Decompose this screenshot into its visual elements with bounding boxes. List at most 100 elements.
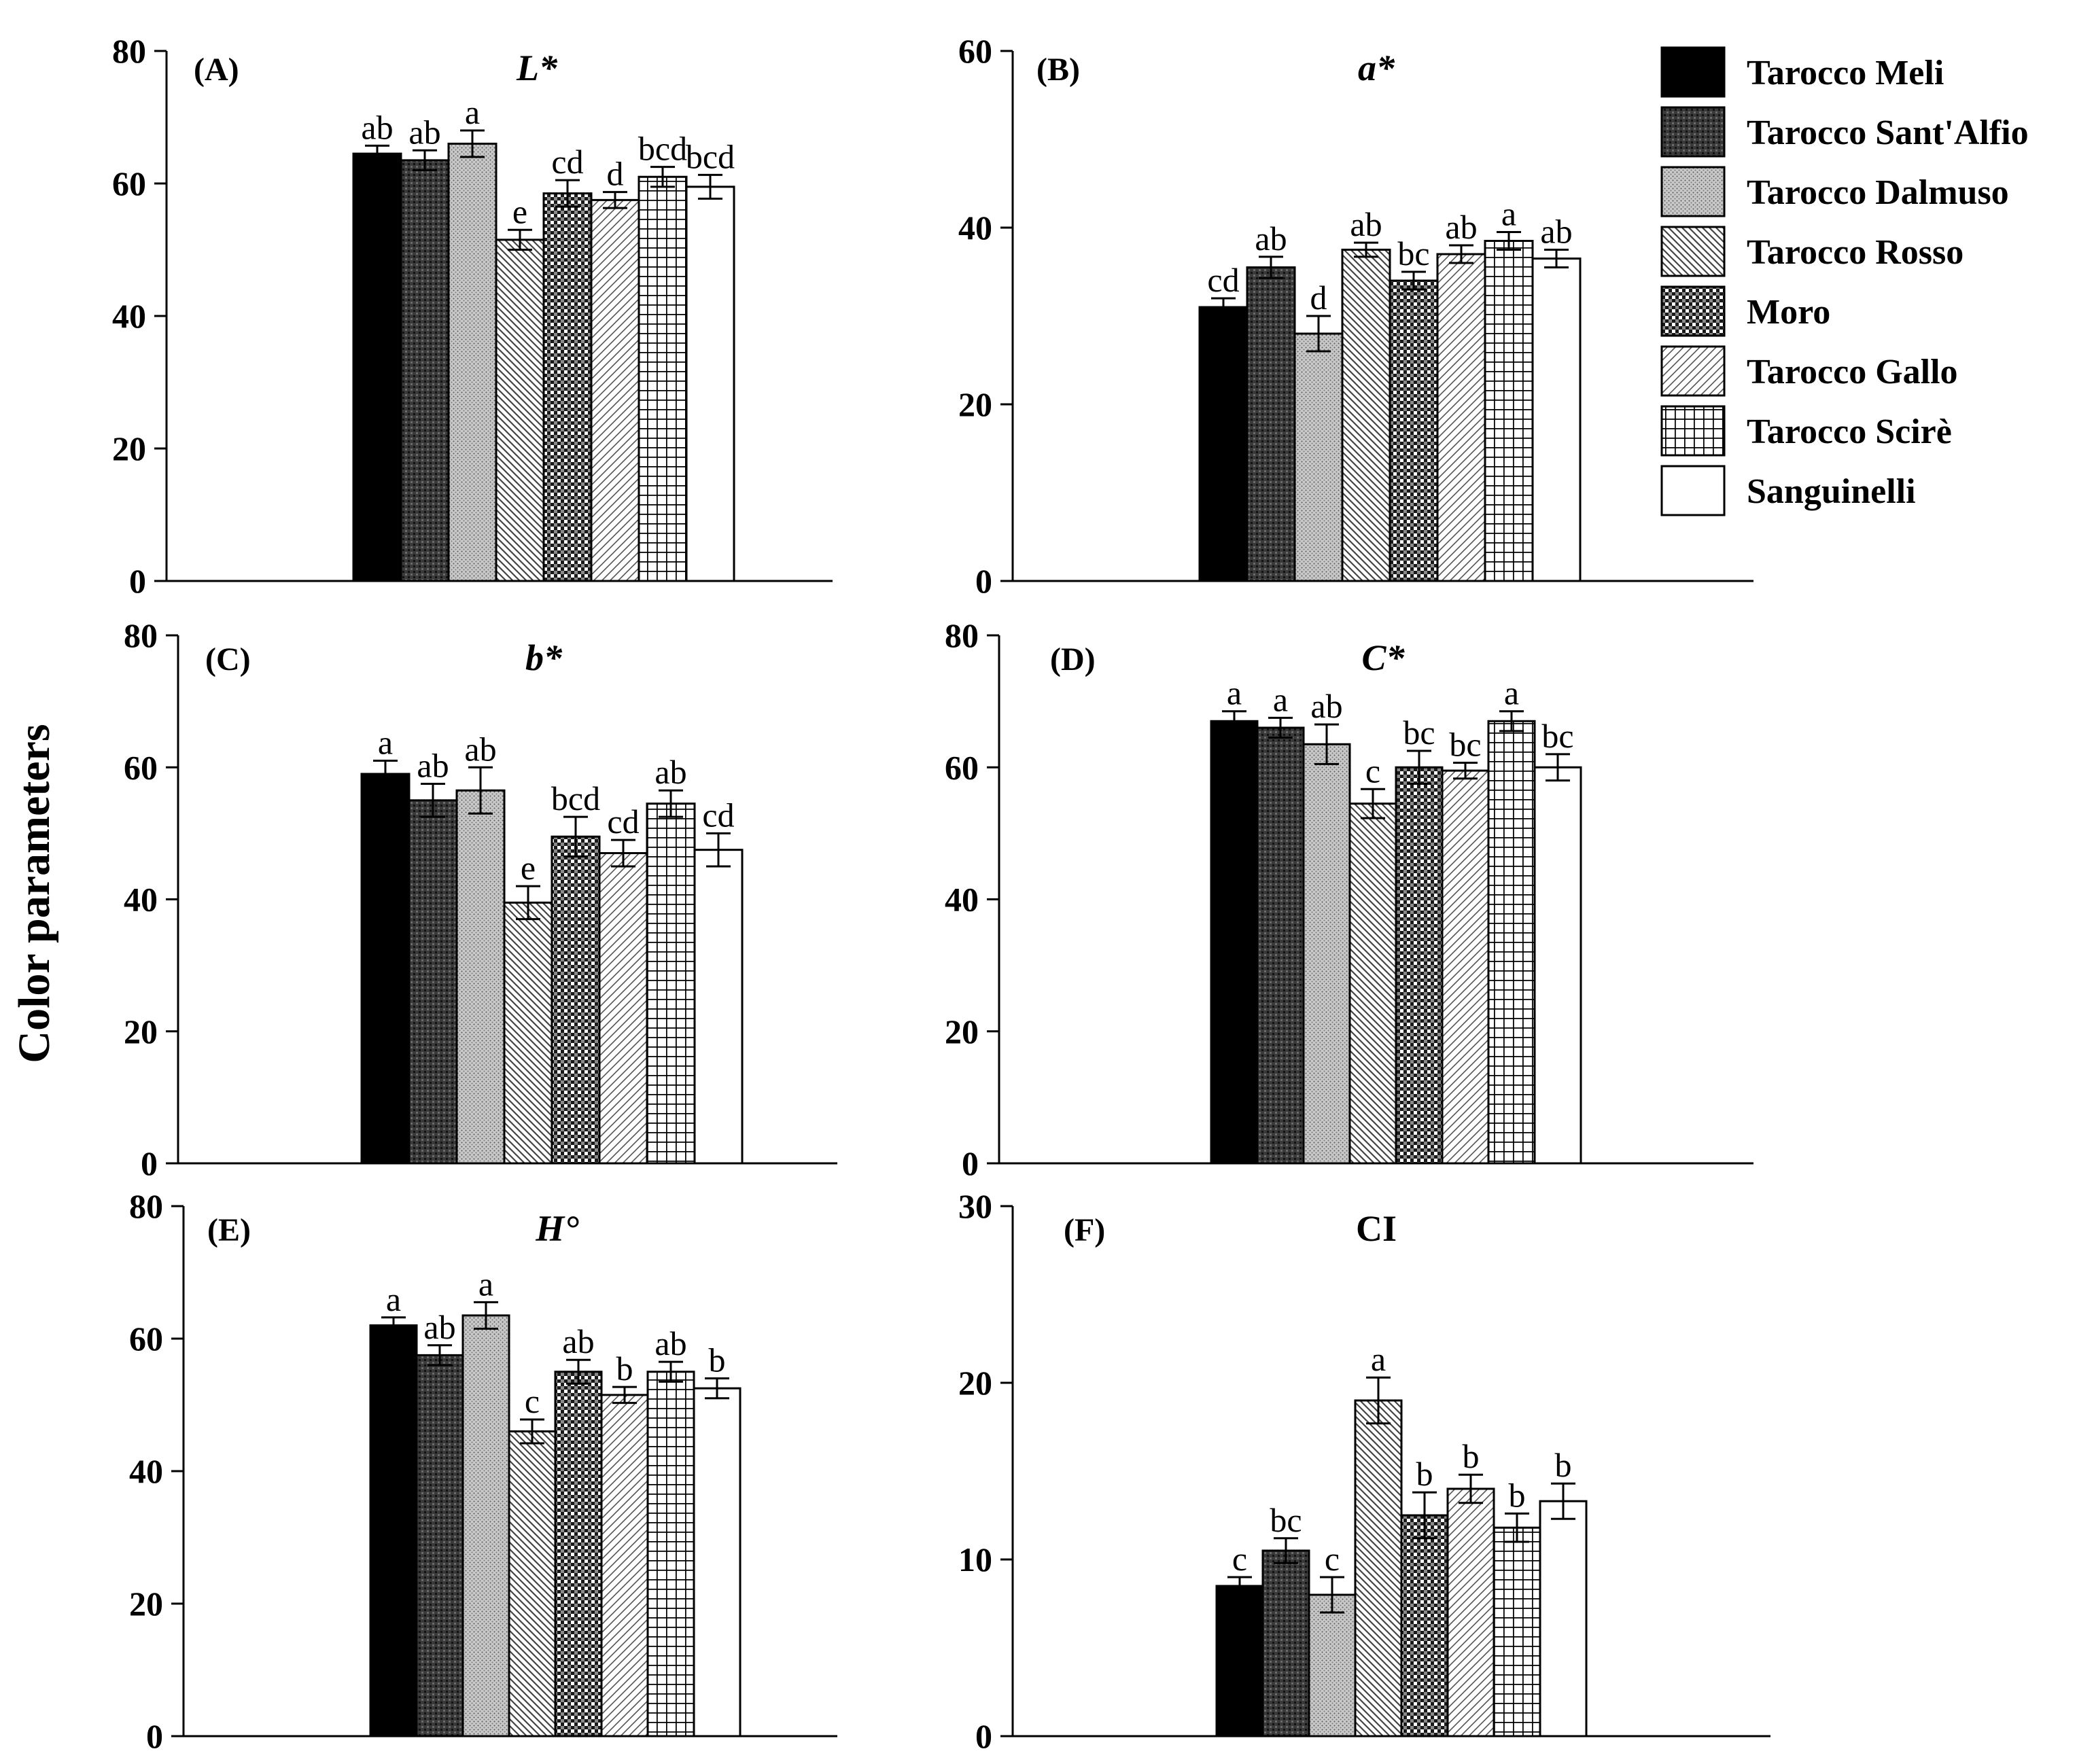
error-bar <box>555 179 580 208</box>
y-tick-label: 80 <box>112 32 146 70</box>
bar <box>1302 743 1351 1165</box>
error-bar <box>474 1301 498 1330</box>
error-bar <box>520 1418 544 1445</box>
legend-label: Tarocco Meli <box>1747 54 1944 92</box>
bar <box>693 1387 741 1737</box>
bar <box>1198 306 1249 582</box>
significance-letter: c <box>525 1382 540 1420</box>
significance-letter: ab <box>464 730 496 768</box>
significance-letter: ab <box>655 753 686 791</box>
bar <box>1354 1399 1403 1737</box>
error-bar <box>659 1360 683 1383</box>
y-tick-label: 20 <box>958 385 992 423</box>
significance-letter: cd <box>702 796 734 834</box>
legend-label: Tarocco Sant'Alfio <box>1747 113 2029 152</box>
significance-letter: bcd <box>551 779 600 817</box>
y-tick-label: 60 <box>112 164 146 202</box>
panel-label: (D) <box>1050 641 1096 677</box>
significance-letter: bc <box>1270 1501 1302 1539</box>
error-bar <box>1499 710 1524 733</box>
error-bar <box>650 166 675 188</box>
error-bar <box>1354 241 1378 258</box>
bar <box>1395 766 1444 1165</box>
significance-letter: bcd <box>686 137 735 175</box>
legend-item: Moro <box>1660 285 1830 337</box>
y-tick-label: 20 <box>129 1585 163 1623</box>
legend-swatch <box>1660 345 1726 397</box>
y-tick-label: 0 <box>975 1717 992 1755</box>
y-tick-label: 20 <box>124 1012 158 1051</box>
error-bar <box>1546 753 1570 782</box>
legend-label: Tarocco Rosso <box>1747 233 1964 272</box>
legend-label: Sanguinelli <box>1747 472 1916 511</box>
panel-label: (E) <box>207 1212 251 1248</box>
bar <box>408 799 458 1165</box>
bar <box>1348 802 1397 1165</box>
legend-label: Tarocco Gallo <box>1747 353 1958 391</box>
error-bar <box>1407 749 1431 786</box>
legend-item: Tarocco Rosso <box>1660 226 1964 277</box>
bar <box>1389 279 1439 582</box>
significance-letter: e <box>512 192 527 230</box>
bar <box>1531 258 1582 582</box>
y-tick-label: 40 <box>124 881 158 919</box>
legend-swatch <box>1660 405 1726 457</box>
panel-label: (B) <box>1036 52 1080 88</box>
error-bar <box>612 1386 637 1405</box>
significance-letter: cd <box>1207 261 1239 299</box>
bar <box>646 802 696 1165</box>
significance-letter: bc <box>1449 725 1481 763</box>
legend-item: Tarocco Meli <box>1660 46 1944 98</box>
y-tick-label: 0 <box>962 1144 979 1182</box>
error-bar <box>705 1377 729 1400</box>
bar <box>590 198 640 582</box>
bar <box>369 1324 418 1737</box>
significance-letter: ab <box>1310 687 1342 725</box>
error-bar <box>1361 788 1385 819</box>
bar <box>1493 1526 1541 1737</box>
significance-letter: c <box>1232 1540 1247 1578</box>
significance-letter: b <box>709 1341 726 1379</box>
y-tick-label: 60 <box>945 748 979 786</box>
legend-swatch <box>1660 46 1726 98</box>
panel-label: (C) <box>205 641 251 677</box>
significance-letter: b <box>1416 1455 1433 1493</box>
bar <box>1256 726 1305 1165</box>
y-tick-label: 0 <box>146 1717 163 1755</box>
legend-swatch <box>1660 226 1726 277</box>
y-tick-label: 80 <box>945 616 979 654</box>
bar <box>1293 332 1344 582</box>
bar <box>1484 240 1534 582</box>
significance-letter: a <box>1227 674 1242 712</box>
bar <box>638 175 688 582</box>
panel-title: C* <box>1361 637 1405 678</box>
significance-letter: a <box>1371 1340 1386 1378</box>
bar <box>1308 1593 1357 1737</box>
error-bar <box>427 1344 452 1366</box>
bar <box>598 852 648 1165</box>
error-bar <box>603 191 627 209</box>
error-bar <box>698 173 722 200</box>
significance-letter: a <box>386 1280 401 1318</box>
significance-letter: ab <box>562 1322 594 1360</box>
bar <box>1261 1549 1310 1737</box>
error-bar <box>611 839 635 868</box>
bar <box>461 1314 510 1737</box>
significance-letter: bc <box>1397 234 1429 272</box>
y-tick-label: 40 <box>945 881 979 919</box>
bar <box>415 1354 464 1737</box>
bar <box>1215 1585 1264 1737</box>
bar <box>1246 266 1296 582</box>
bar <box>551 835 601 1165</box>
significance-letter: d <box>607 155 624 193</box>
y-tick-label: 40 <box>958 209 992 247</box>
bar <box>1441 769 1490 1165</box>
significance-letter: b <box>1555 1446 1572 1484</box>
significance-letter: cd <box>551 143 583 181</box>
panel-title: CI <box>1356 1208 1397 1249</box>
error-bar <box>1320 1576 1344 1614</box>
